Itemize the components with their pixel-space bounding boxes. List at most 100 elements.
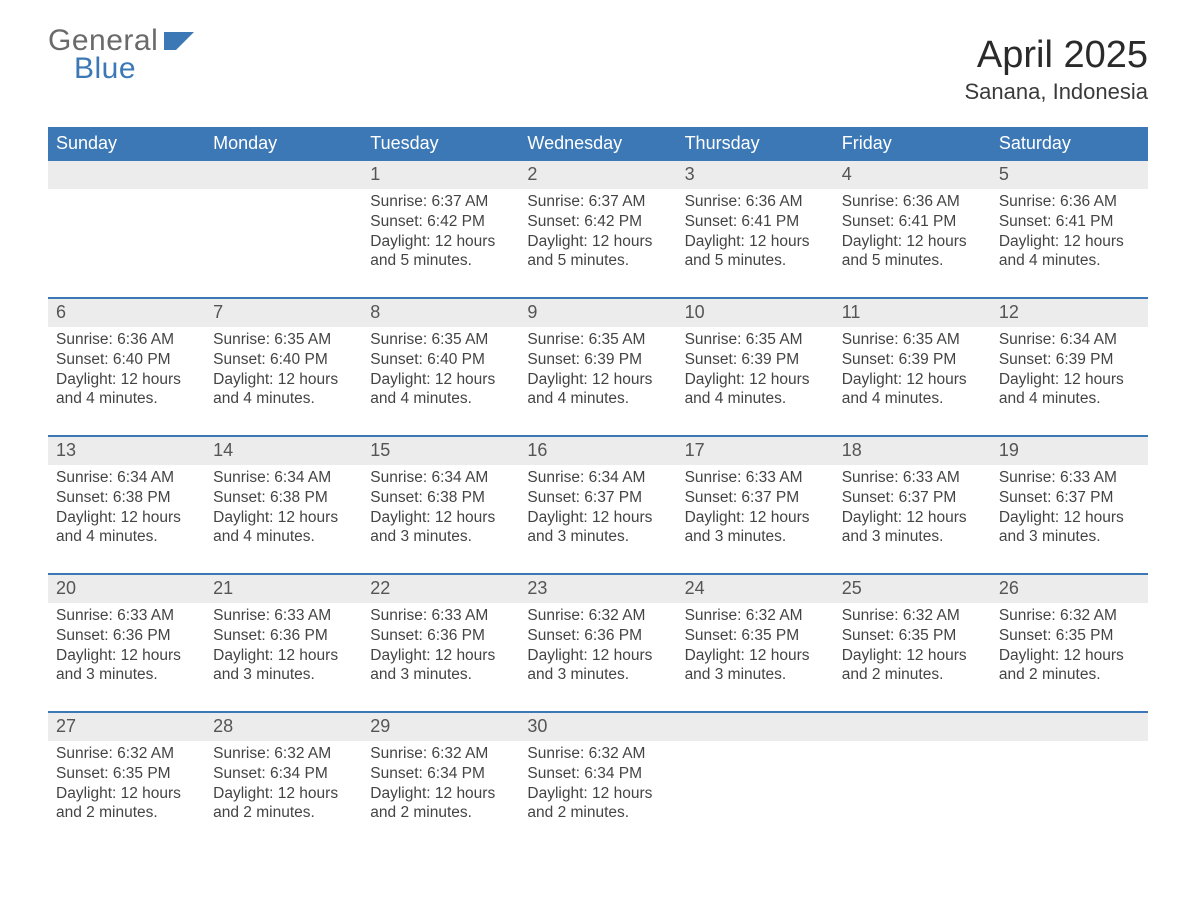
day-cell-line: Sunset: 6:34 PM [370,764,513,784]
day-cell-line: Daylight: 12 hours [685,232,828,252]
day-cell [991,741,1148,849]
day-cell-line: Daylight: 12 hours [685,370,828,390]
day-cell: Sunrise: 6:33 AMSunset: 6:37 PMDaylight:… [991,465,1148,573]
day-data-row: Sunrise: 6:33 AMSunset: 6:36 PMDaylight:… [48,603,1148,711]
day-number: 7 [205,299,362,327]
day-number: 24 [677,575,834,603]
day-cell-line: and 4 minutes. [999,389,1142,409]
day-number: 22 [362,575,519,603]
day-cell-line: Sunset: 6:36 PM [213,626,356,646]
day-cell-line: Daylight: 12 hours [527,508,670,528]
day-data-row: Sunrise: 6:37 AMSunset: 6:42 PMDaylight:… [48,189,1148,297]
day-cell-line: and 4 minutes. [213,389,356,409]
day-number: 2 [519,161,676,189]
day-cell-line: Sunset: 6:35 PM [999,626,1142,646]
day-cell: Sunrise: 6:34 AMSunset: 6:38 PMDaylight:… [362,465,519,573]
day-cell: Sunrise: 6:34 AMSunset: 6:38 PMDaylight:… [205,465,362,573]
day-cell-line: Sunset: 6:38 PM [56,488,199,508]
day-cell-line: and 4 minutes. [527,389,670,409]
day-number: 9 [519,299,676,327]
day-number: 16 [519,437,676,465]
day-cell-line: Sunset: 6:40 PM [213,350,356,370]
day-number: 18 [834,437,991,465]
day-cell: Sunrise: 6:35 AMSunset: 6:39 PMDaylight:… [519,327,676,435]
day-cell-line: Sunrise: 6:32 AM [370,744,513,764]
day-number-row: 13141516171819 [48,435,1148,465]
day-cell-line: Sunset: 6:36 PM [370,626,513,646]
day-cell-line: and 3 minutes. [999,527,1142,547]
day-number: 6 [48,299,205,327]
day-cell-line: Sunset: 6:36 PM [56,626,199,646]
day-cell-line: and 4 minutes. [370,389,513,409]
day-cell-line: Sunset: 6:35 PM [685,626,828,646]
day-cell: Sunrise: 6:32 AMSunset: 6:36 PMDaylight:… [519,603,676,711]
day-number [677,713,834,741]
day-cell-line: and 4 minutes. [685,389,828,409]
day-cell-line: Sunrise: 6:33 AM [370,606,513,626]
day-number: 10 [677,299,834,327]
day-cell-line: Sunset: 6:41 PM [842,212,985,232]
day-cell-line: Daylight: 12 hours [370,646,513,666]
day-cell-line: and 3 minutes. [56,665,199,685]
day-cell-line: Daylight: 12 hours [213,508,356,528]
day-cell-line: Sunset: 6:37 PM [685,488,828,508]
day-cell-line: Sunset: 6:37 PM [999,488,1142,508]
dow-label: Tuesday [362,127,519,161]
day-cell [48,189,205,297]
day-cell: Sunrise: 6:35 AMSunset: 6:40 PMDaylight:… [362,327,519,435]
day-cell-line: Sunrise: 6:33 AM [213,606,356,626]
day-cell-line: Sunrise: 6:36 AM [842,192,985,212]
day-cell-line: Daylight: 12 hours [213,646,356,666]
day-cell-line: Daylight: 12 hours [56,646,199,666]
day-cell-line: and 3 minutes. [685,665,828,685]
dow-label: Monday [205,127,362,161]
day-cell-line: Daylight: 12 hours [56,370,199,390]
dow-label: Saturday [991,127,1148,161]
day-number: 26 [991,575,1148,603]
day-cell-line: Sunset: 6:40 PM [370,350,513,370]
day-number: 3 [677,161,834,189]
day-cell-line: and 4 minutes. [213,527,356,547]
day-number: 25 [834,575,991,603]
day-cell-line: and 3 minutes. [685,527,828,547]
day-cell-line: Daylight: 12 hours [370,232,513,252]
day-cell-line: Daylight: 12 hours [999,508,1142,528]
day-cell-line: Daylight: 12 hours [527,646,670,666]
day-cell: Sunrise: 6:35 AMSunset: 6:40 PMDaylight:… [205,327,362,435]
day-cell-line: and 3 minutes. [527,665,670,685]
day-cell-line: and 3 minutes. [842,527,985,547]
day-cell-line: Sunrise: 6:34 AM [56,468,199,488]
day-cell-line: and 5 minutes. [527,251,670,271]
day-cell: Sunrise: 6:33 AMSunset: 6:37 PMDaylight:… [677,465,834,573]
day-cell-line: Sunrise: 6:33 AM [999,468,1142,488]
day-number: 11 [834,299,991,327]
day-cell-line: Sunrise: 6:35 AM [370,330,513,350]
day-cell: Sunrise: 6:32 AMSunset: 6:35 PMDaylight:… [834,603,991,711]
day-cell-line: Daylight: 12 hours [999,232,1142,252]
day-data-row: Sunrise: 6:34 AMSunset: 6:38 PMDaylight:… [48,465,1148,573]
day-number: 20 [48,575,205,603]
logo-word-2: Blue [74,52,136,86]
day-cell: Sunrise: 6:34 AMSunset: 6:37 PMDaylight:… [519,465,676,573]
day-cell: Sunrise: 6:33 AMSunset: 6:37 PMDaylight:… [834,465,991,573]
day-number: 17 [677,437,834,465]
day-number-row: 27282930 [48,711,1148,741]
day-cell-line: Sunset: 6:38 PM [370,488,513,508]
dow-label: Friday [834,127,991,161]
day-cell-line: Daylight: 12 hours [56,784,199,804]
day-number: 15 [362,437,519,465]
day-number: 4 [834,161,991,189]
day-cell-line: Sunset: 6:36 PM [527,626,670,646]
day-number [48,161,205,189]
day-cell-line: Daylight: 12 hours [370,370,513,390]
day-cell-line: and 5 minutes. [685,251,828,271]
day-cell-line: Sunset: 6:35 PM [56,764,199,784]
day-cell-line: Sunrise: 6:36 AM [999,192,1142,212]
day-number-row: 20212223242526 [48,573,1148,603]
day-cell [834,741,991,849]
day-number: 21 [205,575,362,603]
day-cell-line: and 4 minutes. [999,251,1142,271]
day-data-row: Sunrise: 6:32 AM Sunset: 6:35 PMDaylight:… [48,741,1148,849]
day-number: 23 [519,575,676,603]
day-cell-line: Daylight: 12 hours [56,508,199,528]
